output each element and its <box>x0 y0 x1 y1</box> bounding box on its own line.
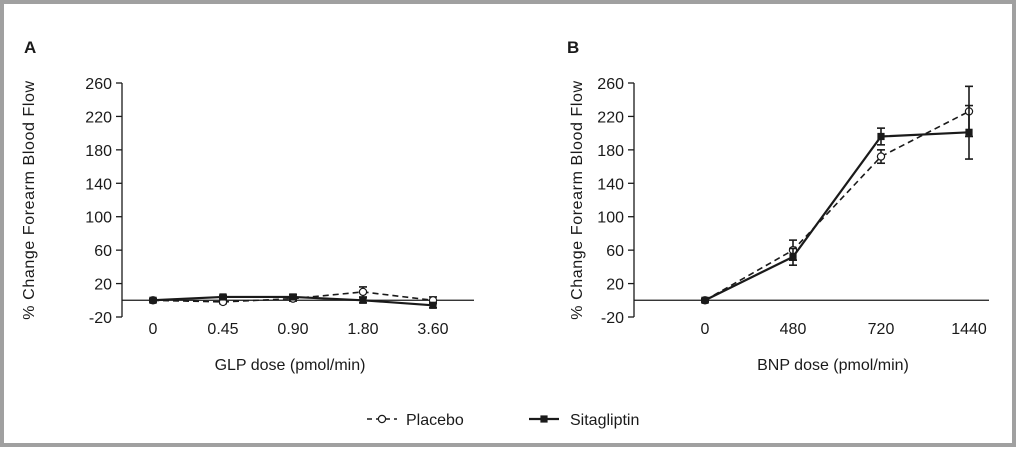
data-point <box>359 296 367 304</box>
chart-canvas: A -20 20 60 100 140 180 220 260 0 0.45 0.90 1.80 3.60… <box>21 38 989 429</box>
legend-marker <box>540 415 548 423</box>
y-tick-label: -20 <box>89 310 112 327</box>
y-tick-label: -20 <box>601 310 624 327</box>
y-tick-label: 60 <box>94 243 112 260</box>
y-axis-title: % Change Forearm Blood Flow <box>21 80 38 319</box>
chart-panel-a: A -20 20 60 100 140 180 220 260 0 0.45 0.90 1.80 3.60… <box>21 38 474 374</box>
x-tick-label: 0.45 <box>207 321 238 338</box>
y-tick-label: 100 <box>85 210 112 227</box>
legend-label: Sitagliptin <box>570 412 639 429</box>
series-line <box>704 131 970 302</box>
legend: Placebo Sitagliptin <box>367 412 639 429</box>
panel-label: A <box>24 38 36 57</box>
y-tick-label: 220 <box>85 109 112 126</box>
y-tick-label: 140 <box>85 176 112 193</box>
y-tick-label: 180 <box>597 143 624 160</box>
x-tick-label: 0.90 <box>277 321 308 338</box>
data-point <box>429 301 437 309</box>
x-tick-label: 720 <box>868 321 895 338</box>
legend-label: Placebo <box>406 412 464 429</box>
series-sitagliptin <box>701 104 973 304</box>
data-point <box>219 293 227 301</box>
x-tick-label: 0 <box>701 321 710 338</box>
x-tick-label: 1440 <box>951 321 987 338</box>
x-axis-title: GLP dose (pmol/min) <box>215 357 366 374</box>
y-tick-label: 140 <box>597 176 624 193</box>
y-tick-label: 20 <box>606 277 624 294</box>
x-tick-label: 1.80 <box>347 321 378 338</box>
data-point <box>965 128 973 136</box>
y-tick-label: 220 <box>597 109 624 126</box>
y-axis-title: % Change Forearm Blood Flow <box>569 80 586 319</box>
y-tick-label: 60 <box>606 243 624 260</box>
data-point <box>876 152 886 161</box>
x-tick-label: 480 <box>780 321 807 338</box>
series-sitagliptin <box>149 293 437 309</box>
y-tick-label: 100 <box>597 210 624 227</box>
data-point <box>789 253 797 261</box>
data-point <box>877 132 885 141</box>
panel-label: B <box>567 38 579 57</box>
data-point <box>358 287 368 297</box>
x-axis-title: BNP dose (pmol/min) <box>757 357 909 374</box>
y-tick-label: 180 <box>85 143 112 160</box>
legend-marker <box>377 414 387 424</box>
y-tick-label: 260 <box>85 76 112 93</box>
x-tick-label: 0 <box>149 321 158 338</box>
y-tick-label: 20 <box>94 277 112 294</box>
x-tick-label: 3.60 <box>417 321 448 338</box>
data-point <box>701 296 709 304</box>
data-point <box>149 296 157 304</box>
series-line <box>704 110 970 301</box>
data-point <box>289 293 297 301</box>
chart-panel-b: B -20 20 60 100 140 180 220 260 0 480 720 1440 BNP do… <box>567 38 989 374</box>
y-tick-label: 260 <box>597 76 624 93</box>
